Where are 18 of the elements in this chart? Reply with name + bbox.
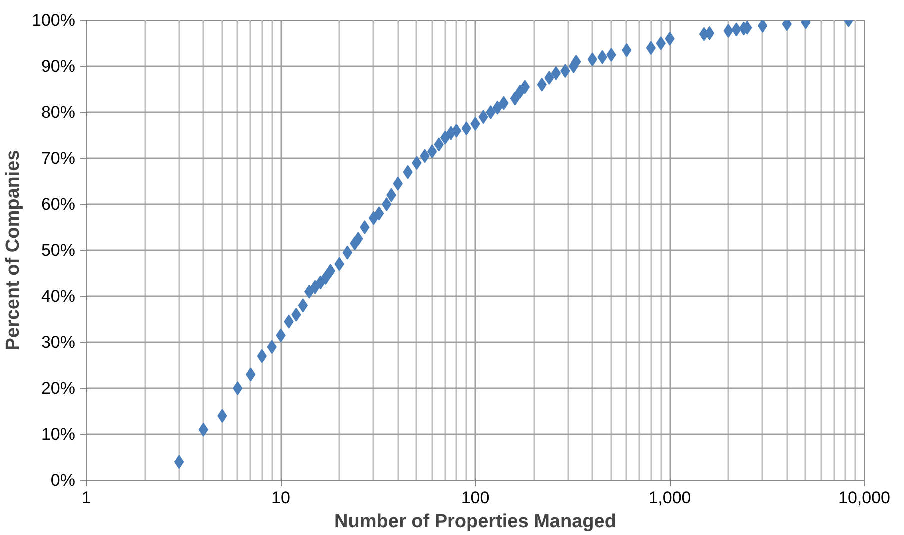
y-tick-label: 20% bbox=[41, 379, 76, 398]
x-tick-label: 1 bbox=[82, 488, 92, 508]
y-tick-label: 80% bbox=[41, 103, 76, 122]
y-tick-label: 90% bbox=[41, 57, 76, 76]
x-axis-title: Number of Properties Managed bbox=[334, 512, 616, 532]
y-tick-label: 40% bbox=[41, 287, 76, 306]
x-tick-label: 10 bbox=[272, 488, 290, 508]
x-tick-label: 100 bbox=[461, 488, 490, 508]
y-tick-label: 0% bbox=[50, 471, 76, 490]
y-tick-label: 70% bbox=[41, 149, 76, 168]
y-axis-title: Percent of Companies bbox=[3, 150, 24, 351]
x-tick-label: 1,000 bbox=[648, 488, 692, 508]
y-tick-label: 50% bbox=[41, 241, 76, 260]
y-tick-label: 60% bbox=[41, 195, 76, 214]
y-tick-label: 30% bbox=[41, 333, 76, 352]
y-tick-label: 10% bbox=[41, 425, 76, 444]
y-tick-label: 100% bbox=[32, 11, 76, 30]
x-tick-label: 10,000 bbox=[838, 488, 890, 508]
